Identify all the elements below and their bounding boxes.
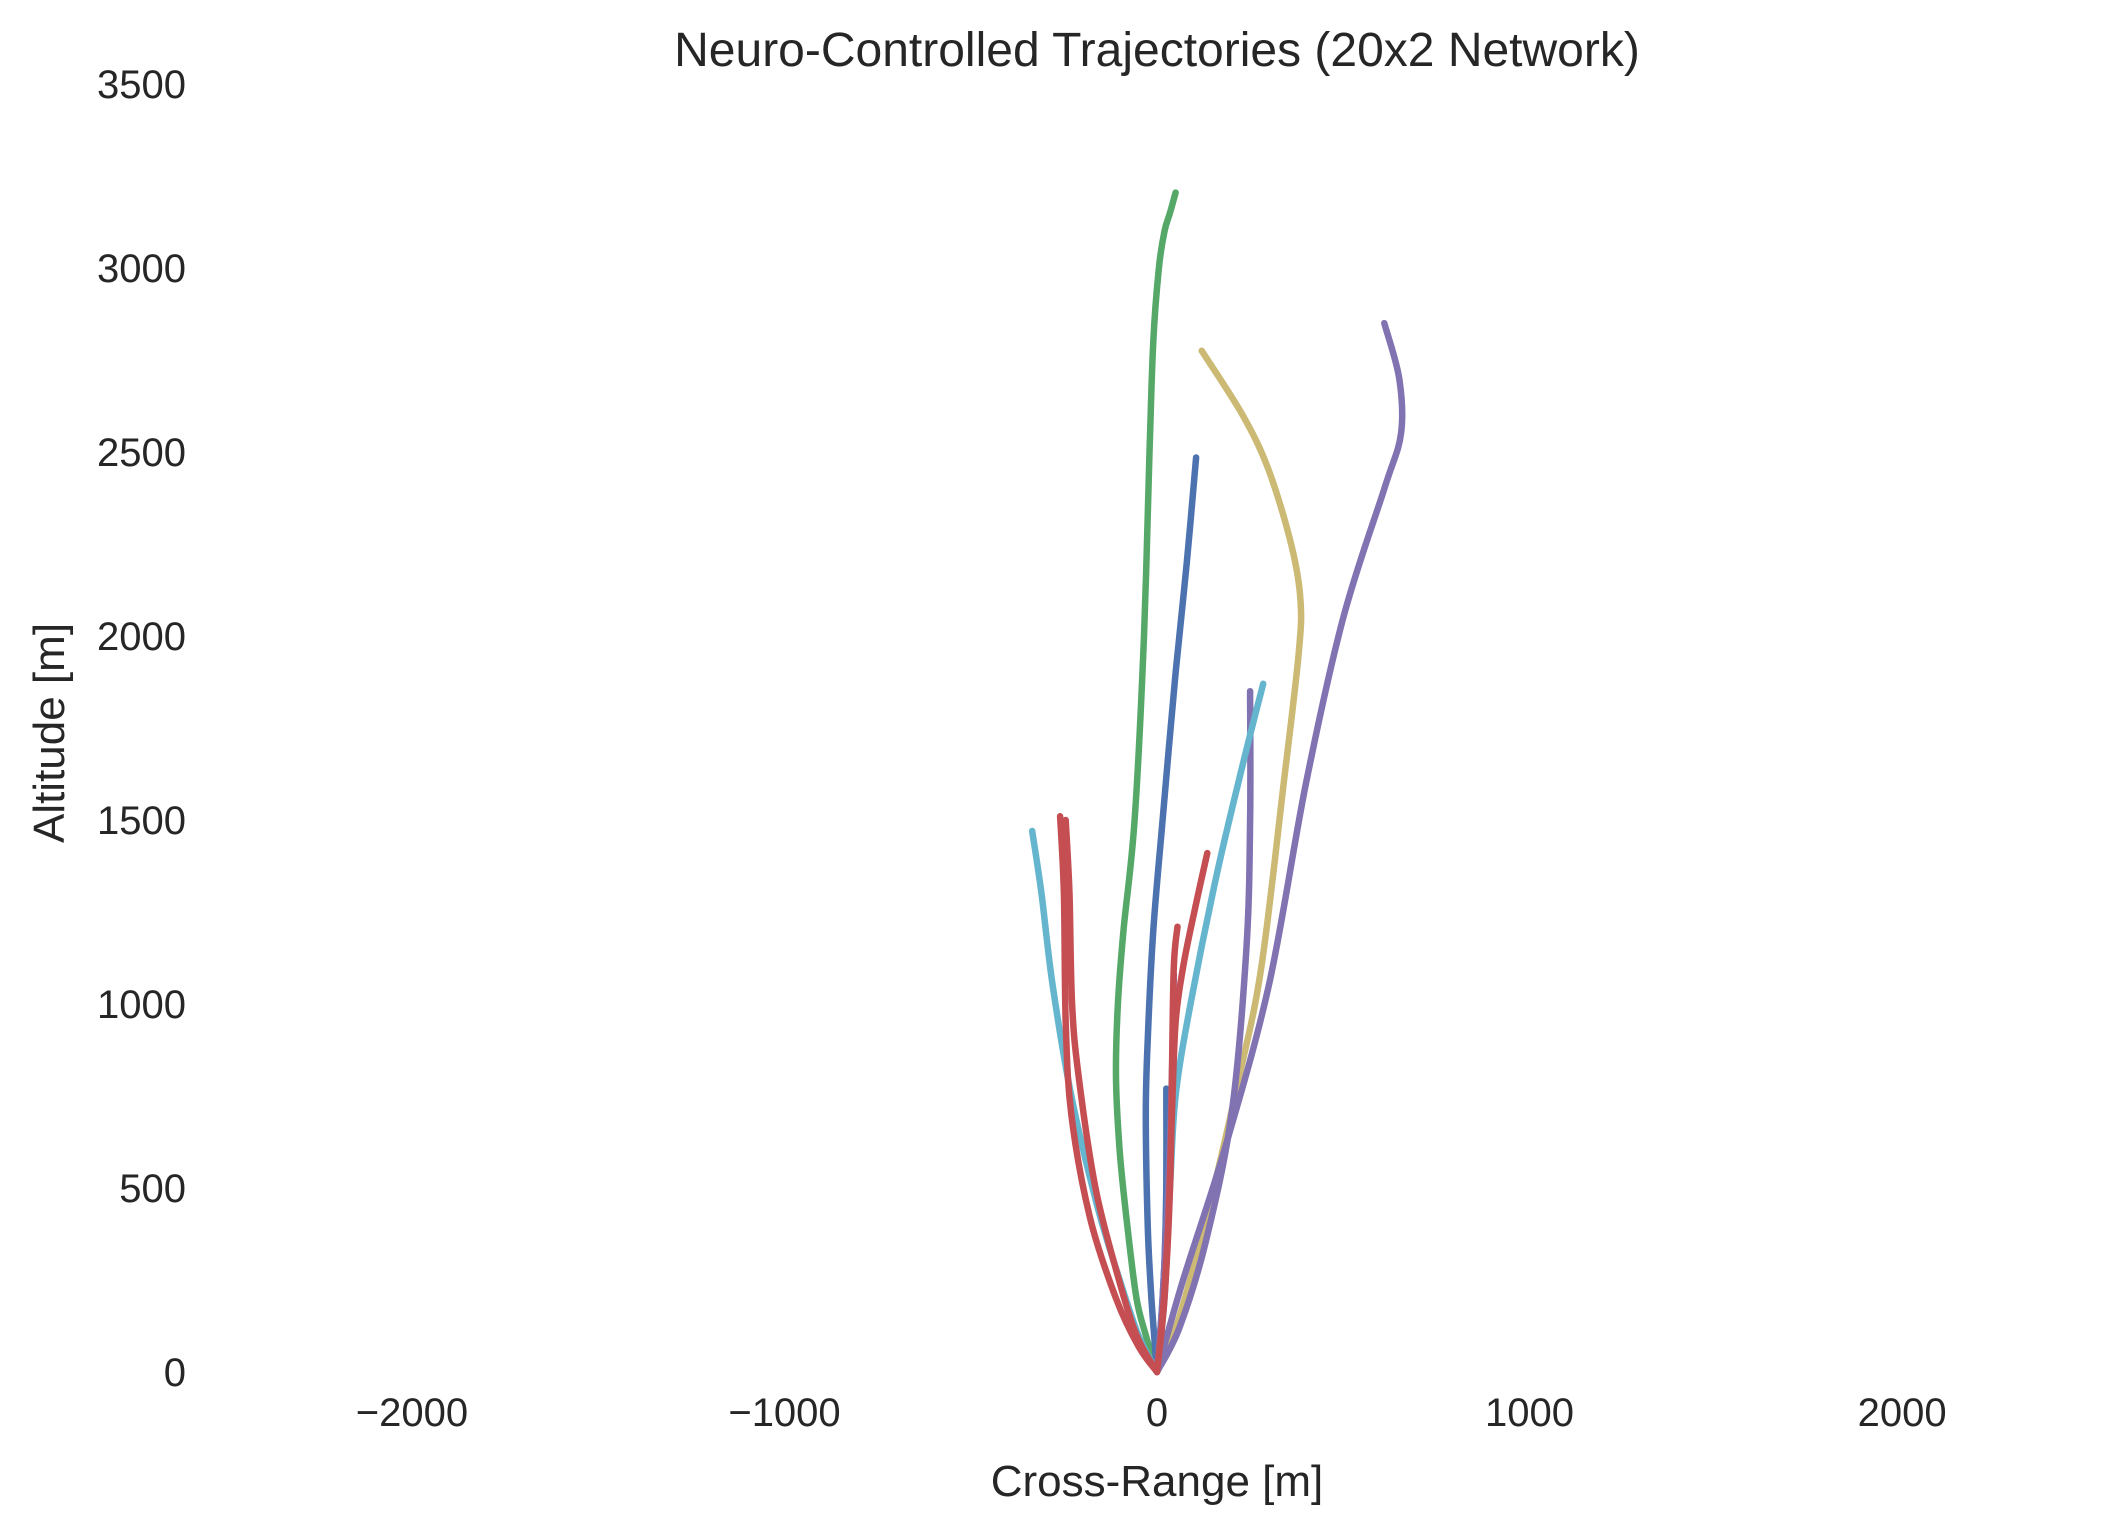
trajectory-line-13 [1153,923,1181,1376]
trajectory-line-5 [1153,319,1406,1376]
y-tick-label: 2500 [97,431,186,475]
y-tick-label: 0 [164,1351,186,1395]
x-axis-label: Cross-Range [m] [991,1457,1324,1506]
trajectory-line-6 [1153,687,1254,1376]
trajectory-line-10 [1062,816,1161,1376]
trajectory-line-11 [1056,813,1161,1376]
x-axis-ticks: −2000 −1000 0 1000 2000 [356,1391,1947,1435]
y-tick-label: 1500 [97,799,186,843]
x-tick-label: 0 [1146,1391,1168,1435]
chart-title: Neuro-Controlled Trajectories (20x2 Netw… [674,24,1640,77]
y-tick-label: 500 [119,1167,186,1211]
trajectory-line-1 [1112,189,1179,1376]
y-axis-label: Altitude [m] [25,623,74,843]
x-tick-label: −2000 [356,1391,468,1435]
y-tick-label: 3000 [97,247,186,291]
plot-area [1028,189,1406,1376]
x-tick-label: −1000 [728,1391,840,1435]
y-axis-ticks: 0 500 1000 1500 2000 2500 3000 3500 [97,63,186,1395]
y-tick-label: 3500 [97,63,186,107]
x-tick-label: 1000 [1485,1391,1574,1435]
y-tick-label: 1000 [97,983,186,1027]
y-tick-label: 2000 [97,615,186,659]
trajectory-line-2 [1142,454,1200,1376]
x-tick-label: 2000 [1858,1391,1947,1435]
